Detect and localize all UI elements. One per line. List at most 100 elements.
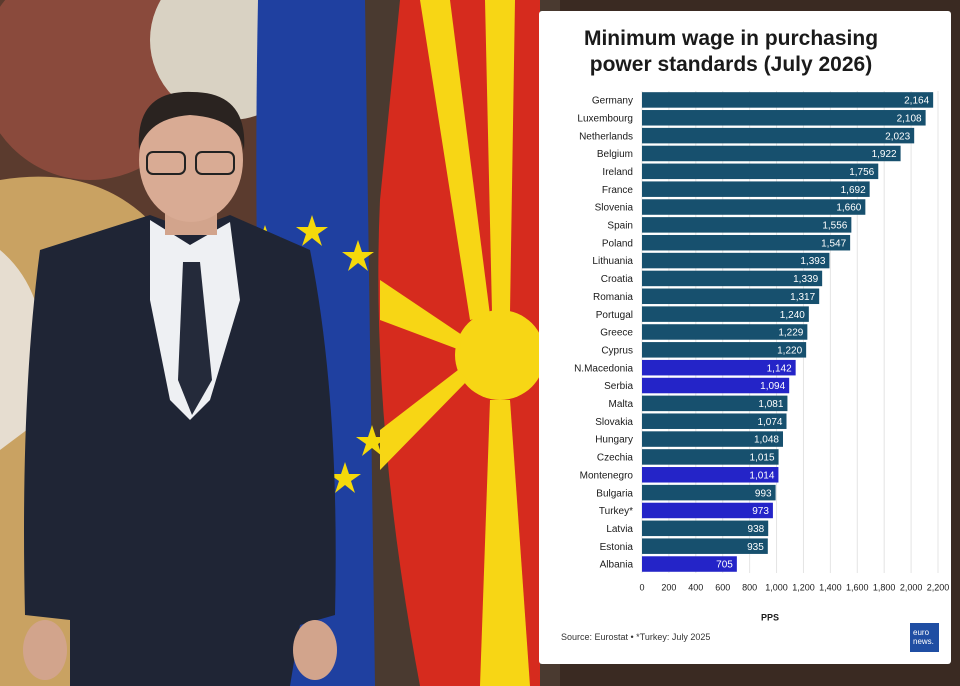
x-tick-label: 1,400	[819, 582, 842, 592]
hair	[138, 91, 245, 150]
bar	[642, 288, 820, 305]
value-label: 1,393	[800, 256, 825, 267]
x-tick-label: 0	[639, 582, 644, 592]
hand	[23, 620, 67, 680]
value-label: 2,164	[904, 96, 929, 107]
bar	[642, 181, 870, 197]
value-label: 1,556	[822, 221, 847, 232]
bar	[642, 359, 796, 376]
bar	[642, 217, 852, 233]
value-label: 993	[755, 488, 772, 499]
y-tick-label: Cyprus	[601, 345, 633, 356]
value-label: 1,660	[836, 203, 861, 214]
y-tick-label: N.Macedonia	[574, 363, 633, 374]
head	[139, 98, 243, 222]
y-tick-label: Slovakia	[595, 417, 633, 428]
value-label: 935	[747, 542, 764, 553]
logo-text: euro	[913, 628, 930, 637]
bar	[642, 342, 807, 358]
y-tick-label: Poland	[602, 238, 633, 249]
y-tick-label: Estonia	[600, 542, 634, 553]
x-tick-label: 1,200	[792, 582, 815, 592]
bar	[642, 306, 809, 322]
y-tick-label: Serbia	[604, 381, 633, 392]
bar	[642, 467, 779, 483]
y-tick-label: Slovenia	[595, 203, 634, 214]
y-tick-label: Netherlands	[579, 131, 633, 142]
x-tick-label: 800	[742, 582, 757, 592]
y-tick-label: Hungary	[595, 435, 633, 446]
bar	[642, 502, 773, 519]
glasses	[195, 151, 235, 175]
tie	[178, 262, 212, 415]
y-tick-label: Turkey*	[599, 506, 633, 517]
x-tick-label: 2,200	[927, 582, 950, 592]
hand	[293, 620, 337, 680]
y-tick-label: Montenegro	[580, 470, 634, 481]
value-label: 1,339	[793, 274, 818, 285]
y-tick-label: Portugal	[596, 310, 633, 321]
value-label: 1,220	[777, 345, 802, 356]
y-tick-label: Malta	[609, 399, 634, 410]
bar	[642, 234, 851, 251]
y-tick-label: Lithuania	[592, 256, 633, 267]
bar	[642, 92, 934, 108]
value-label: 1,142	[767, 363, 792, 374]
bar	[642, 145, 901, 162]
x-tick-label: 400	[688, 582, 703, 592]
bar	[642, 110, 926, 126]
value-label: 1,048	[754, 435, 779, 446]
y-tick-label: Luxembourg	[577, 113, 633, 124]
logo: euro news.	[910, 623, 939, 652]
value-label: 1,074	[757, 417, 782, 428]
value-label: 1,317	[790, 292, 815, 303]
y-tick-label: Albania	[600, 560, 634, 571]
value-label: 1,922	[872, 149, 897, 160]
bar	[642, 324, 808, 340]
x-tick-label: 1,000	[765, 582, 788, 592]
y-tick-label: Czechia	[597, 453, 634, 464]
value-label: 2,023	[885, 131, 910, 142]
y-tick-label: Germany	[592, 96, 633, 107]
x-tick-label: 600	[715, 582, 730, 592]
value-label: 1,015	[750, 453, 775, 464]
glasses	[146, 151, 186, 175]
value-label: 1,756	[849, 167, 874, 178]
logo-text: news.	[913, 637, 934, 646]
value-label: 1,240	[780, 310, 805, 321]
value-label: 1,547	[821, 238, 846, 249]
y-tick-label: Spain	[607, 221, 633, 232]
bar	[642, 199, 866, 215]
bar	[642, 520, 769, 537]
bar	[642, 449, 779, 465]
bar	[642, 270, 823, 287]
value-label: 973	[752, 506, 769, 517]
value-label: 2,108	[897, 113, 922, 124]
y-tick-label: Latvia	[606, 524, 633, 535]
y-tick-label: France	[602, 185, 634, 196]
bar	[642, 163, 879, 180]
flag-sun	[380, 0, 545, 686]
x-tick-label: 1,600	[846, 582, 869, 592]
x-tick-label: 2,000	[900, 582, 923, 592]
chart-title: Minimum wage in purchasing power standar…	[583, 27, 879, 76]
bar	[642, 395, 788, 412]
y-tick-label: Romania	[593, 292, 633, 303]
bar	[642, 538, 768, 554]
value-label: 1,094	[760, 381, 785, 392]
x-tick-label: 1,800	[873, 582, 896, 592]
y-tick-label: Belgium	[597, 149, 633, 160]
bar	[642, 127, 915, 144]
y-tick-label: Bulgaria	[596, 488, 633, 499]
value-label: 1,692	[841, 185, 866, 196]
bar	[642, 556, 737, 572]
value-label: 705	[716, 560, 733, 571]
value-label: 938	[748, 524, 765, 535]
bar	[642, 252, 830, 269]
bar	[642, 413, 787, 429]
bar	[642, 431, 784, 447]
x-tick-label: 200	[661, 582, 676, 592]
